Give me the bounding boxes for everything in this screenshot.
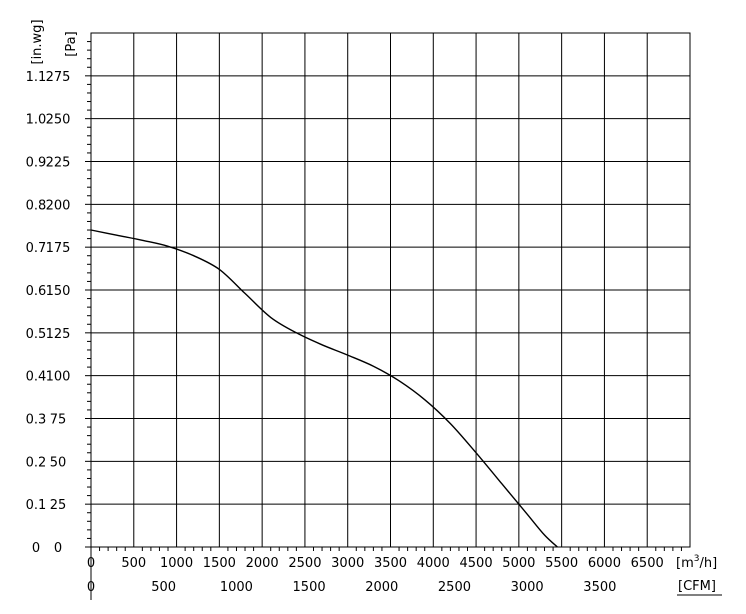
grid [90,33,690,600]
y-unit-inwg: [in.wg] [30,19,45,64]
y-tick-label-pa: 250 [46,113,71,128]
x-tick-label-cfm: 2000 [365,580,398,595]
y-tick-label-inwg: 1.0 [26,113,47,128]
y-axis-labels: 00250.1500.2750.31000.41250.51500.61750.… [26,70,71,556]
y-tick-label-inwg: 0 [32,541,40,556]
y-tick-label-inwg: 0.3 [26,413,47,428]
x-axis-labels: 0 500 1000 1500 2000 2500 3000 3500 4000 4500 5000… [87,556,664,595]
x-tick-label-m3h: 3000 [331,556,364,571]
y-tick-label-pa: 0 [54,541,62,556]
x-tick-label-cfm: 0 [87,580,95,595]
x-tick-label-m3h: 5500 [545,556,578,571]
y-tick-label-pa: 75 [50,413,67,428]
x-tick-label-cfm: 3500 [583,580,616,595]
x-unit-cfm: [CFM] [678,579,716,594]
plot-frame [90,32,691,548]
x-tick-label-m3h: 500 [121,556,146,571]
x-tick-label-cfm: 3000 [511,580,544,595]
x-tick-label-m3h: 2500 [288,556,321,571]
x-unit-m3h-sup: 3 [694,554,700,564]
y-tick-label-pa: 200 [46,198,71,213]
y-tick-label-pa: 25 [50,498,67,513]
y-tick-label-inwg: 0.8 [26,198,47,213]
y-tick-label-pa: 100 [46,370,71,385]
x-tick-label-cfm: 2500 [438,580,471,595]
y-tick-label-pa: 50 [50,455,67,470]
y-tick-label-inwg: 1.1 [26,70,47,85]
y-tick-label-inwg: 0.6 [26,284,47,299]
y-tick-label-inwg: 0.2 [26,455,47,470]
y-tick-label-pa: 175 [46,241,71,256]
x-tick-label-m3h: 6000 [588,556,621,571]
x-tick-label-m3h: 4000 [417,556,450,571]
y-tick-label-inwg: 0.1 [26,498,47,513]
minor-ticks [85,41,682,551]
x-tick-label-cfm: 1000 [220,580,253,595]
y-tick-label-inwg: 0.7 [26,241,47,256]
y-tick-label-pa: 125 [46,327,71,342]
x-tick-label-m3h: 6500 [631,556,664,571]
x-unit-m3h: [m3/h] [676,554,717,571]
x-unit-m3h-tail: /h] [699,556,717,571]
y-tick-label-inwg: 0.4 [26,370,47,385]
y-tick-label-inwg: 0.5 [26,327,47,342]
y-tick-label-pa: 275 [46,70,71,85]
x-unit-m3h-base: [m [676,556,694,571]
x-tick-label-m3h: 2000 [246,556,279,571]
y-tick-label-pa: 150 [46,284,71,299]
series [90,229,558,548]
y-tick-label-inwg: 0.9 [26,156,47,171]
x-tick-label-cfm: 500 [151,580,176,595]
x-tick-label-m3h: 5000 [502,556,535,571]
x-tick-label-m3h: 4500 [460,556,493,571]
series-line [90,229,558,548]
x-tick-label-m3h: 1500 [203,556,236,571]
y-tick-label-pa: 225 [46,156,71,171]
x-tick-label-m3h: 1000 [160,556,193,571]
x-tick-label-m3h: 3500 [374,556,407,571]
x-tick-label-cfm: 1500 [293,580,326,595]
y-unit-pa: [Pa] [64,31,79,56]
x-tick-label-m3h: 0 [87,556,95,571]
